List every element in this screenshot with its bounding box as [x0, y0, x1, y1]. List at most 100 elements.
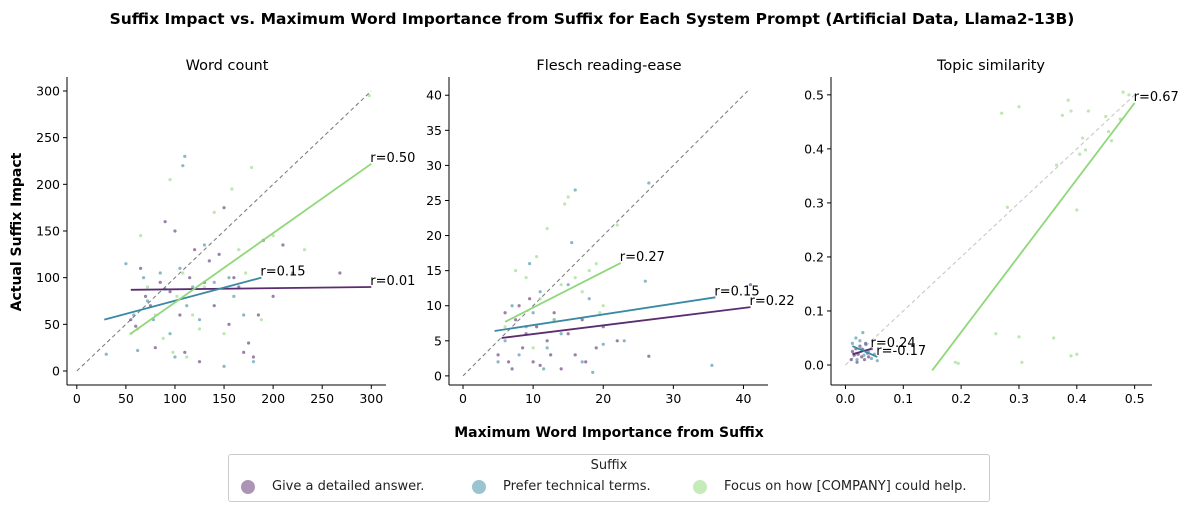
y-tick-label: 5 — [434, 333, 442, 348]
y-tick-label: 20 — [426, 228, 442, 243]
data-point — [615, 339, 619, 343]
data-point — [858, 339, 862, 343]
x-tick-label: 0.0 — [836, 391, 856, 406]
data-point — [875, 359, 879, 363]
data-point — [496, 360, 500, 364]
data-point — [566, 195, 570, 199]
data-point — [524, 276, 528, 280]
x-tick-label: 0.3 — [1009, 391, 1029, 406]
y-tick-label: 10 — [426, 298, 442, 313]
legend-marker — [472, 479, 486, 494]
data-point — [104, 352, 108, 356]
data-point — [850, 341, 855, 345]
x-tick-label: 50 — [118, 391, 134, 406]
data-point — [1107, 129, 1111, 134]
data-point — [591, 370, 595, 374]
data-point — [514, 318, 518, 322]
data-point — [1052, 336, 1056, 340]
legend-label: Give a detailed answer. — [272, 479, 425, 494]
data-point — [1017, 335, 1021, 339]
data-point — [212, 304, 216, 308]
data-point — [496, 353, 500, 357]
data-point — [153, 346, 157, 350]
panel-title: Flesch reading-ease — [536, 58, 681, 74]
data-point — [1078, 152, 1082, 156]
data-point — [854, 336, 858, 340]
data-point — [869, 356, 874, 361]
data-point — [510, 367, 514, 371]
data-point — [259, 318, 263, 322]
data-point — [531, 346, 535, 350]
y-tick-label: 0.1 — [804, 303, 824, 318]
data-point — [647, 181, 651, 185]
data-point — [710, 363, 714, 367]
data-point — [1127, 93, 1131, 97]
data-point — [1083, 148, 1088, 152]
panel-flesch-reading-ease: Flesch reading-ease r=0.22r=0.15 r=0.27 0 1… — [426, 58, 795, 406]
x-tick-label: 40 — [736, 391, 752, 406]
data-point — [1121, 90, 1125, 94]
data-point — [173, 229, 177, 233]
data-point — [171, 350, 175, 354]
data-point — [549, 353, 553, 357]
y-tick-label: 25 — [426, 193, 442, 208]
data-point — [185, 355, 189, 359]
y-tick-label: 150 — [36, 224, 60, 239]
data-point — [535, 325, 539, 329]
data-point — [538, 290, 542, 294]
data-point — [1060, 113, 1064, 117]
data-point — [141, 276, 146, 280]
x-tick-label: 250 — [310, 391, 334, 406]
x-tick-label: 150 — [212, 391, 236, 406]
data-point — [132, 313, 136, 317]
data-point — [183, 154, 187, 158]
correlation-label: r=-0.17 — [876, 344, 926, 359]
data-point — [129, 318, 133, 322]
data-point — [212, 210, 216, 214]
data-point — [615, 223, 619, 227]
data-point — [545, 346, 549, 350]
fit-line — [504, 262, 622, 323]
data-point — [517, 304, 521, 308]
legend-item: Prefer technical terms. — [472, 479, 651, 494]
data-point — [552, 318, 556, 322]
data-point — [185, 304, 189, 308]
data-point — [227, 276, 231, 280]
data-point — [291, 271, 295, 275]
y-axis-label: Actual Suffix Impact — [9, 152, 25, 311]
data-point — [580, 318, 584, 322]
data-point — [559, 283, 563, 287]
data-point — [622, 339, 626, 343]
data-point — [302, 248, 307, 252]
data-point — [197, 327, 202, 331]
data-point — [139, 266, 143, 270]
data-point — [594, 346, 598, 350]
y-tick-label: 0.4 — [804, 141, 824, 156]
data-point — [1075, 352, 1079, 356]
data-point — [506, 360, 511, 364]
data-point — [168, 332, 172, 336]
data-point — [217, 252, 221, 256]
data-point — [1104, 114, 1108, 119]
data-point — [158, 280, 162, 284]
data-point — [566, 332, 570, 336]
data-point — [191, 313, 195, 317]
panel-word-count: Word count r=0.01 r=0.15 r=0.50 0 50 100 150 20… — [36, 58, 415, 406]
data-point — [212, 280, 216, 284]
correlation-label: r=0.50 — [370, 151, 415, 166]
data-point — [202, 243, 207, 247]
x-tick-label: 30 — [665, 391, 681, 406]
data-point — [1069, 109, 1073, 113]
data-point — [222, 364, 226, 368]
data-point — [570, 240, 574, 245]
data-point — [587, 297, 591, 301]
data-point — [503, 339, 507, 343]
data-point — [855, 358, 859, 362]
y-tick-label: 200 — [36, 177, 60, 192]
x-tick-label: 0.5 — [1125, 391, 1145, 406]
x-axis-label: Maximum Word Importance from Suffix — [454, 425, 763, 441]
data-point — [559, 367, 563, 371]
y-tick-label: 0.3 — [804, 195, 824, 210]
data-point — [367, 94, 371, 98]
data-point — [580, 360, 584, 364]
